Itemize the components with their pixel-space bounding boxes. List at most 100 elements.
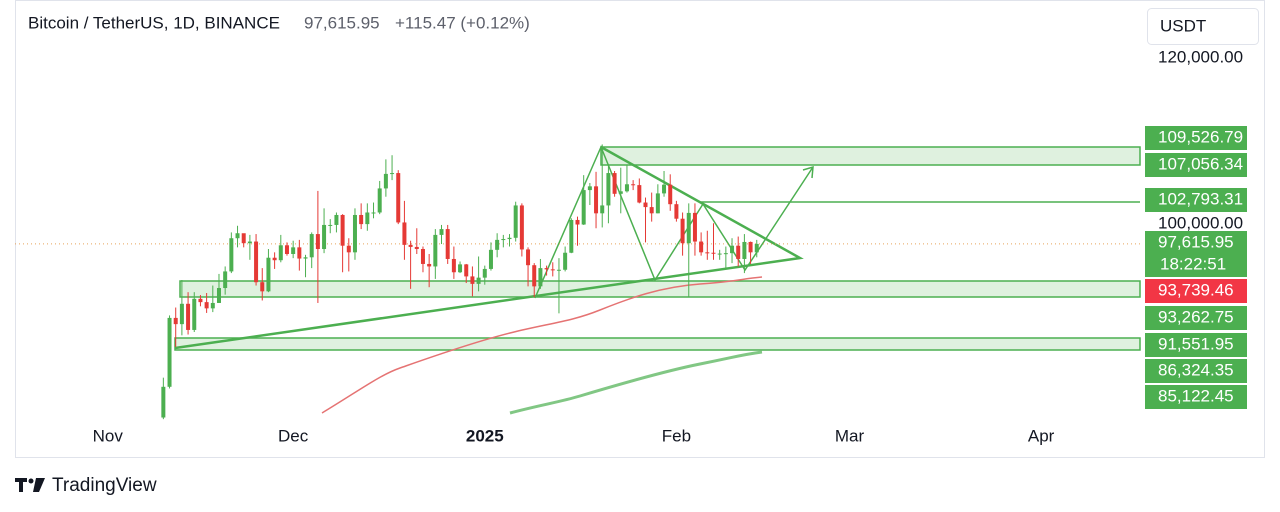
- candle-body: [161, 386, 166, 418]
- candle-body: [439, 229, 444, 235]
- candle-body: [198, 298, 203, 303]
- candle-body: [637, 185, 642, 203]
- candle-body: [266, 257, 271, 292]
- x-tick-label: Apr: [1028, 426, 1055, 445]
- price-label-box: [1145, 359, 1247, 383]
- candle-body: [748, 241, 753, 253]
- zone: [600, 146, 1141, 166]
- x-tick-label: Mar: [835, 426, 865, 445]
- candle-body: [427, 263, 432, 267]
- moving-average: [321, 276, 763, 414]
- candle-body: [575, 219, 580, 225]
- candle-body: [723, 253, 728, 255]
- candle-body: [730, 245, 735, 254]
- candle-body: [717, 253, 722, 255]
- candle-body: [278, 245, 283, 261]
- candle-body: [482, 268, 487, 278]
- candle-body: [204, 302, 209, 309]
- price-label: 86,324.35: [1158, 360, 1234, 379]
- candle-body: [464, 264, 469, 277]
- candle-body: [334, 214, 339, 225]
- candle-body: [495, 239, 500, 250]
- candle-body: [210, 302, 215, 309]
- zone: [179, 280, 1141, 298]
- price-label-box: [1145, 126, 1247, 150]
- candle-body: [451, 258, 456, 273]
- candle-body: [476, 277, 481, 284]
- candle-body: [550, 269, 555, 271]
- candle-body: [662, 184, 667, 194]
- candle-body: [445, 229, 450, 259]
- logo-shape: [19, 478, 23, 492]
- candle-body: [229, 238, 234, 272]
- candle-body: [631, 184, 636, 186]
- candle-body: [705, 252, 710, 254]
- candle-body: [192, 298, 197, 330]
- zone: [174, 337, 1141, 351]
- candle-body: [390, 173, 395, 175]
- candle-body: [686, 212, 691, 244]
- candle-body: [371, 212, 376, 214]
- x-tick-label: Feb: [662, 426, 691, 445]
- candle-body: [352, 214, 357, 253]
- price-label: 91,551.95: [1158, 334, 1234, 353]
- currency[interactable]: USDT: [1160, 16, 1206, 35]
- zigzag: [534, 145, 814, 299]
- candle-body: [396, 173, 401, 223]
- price-label: 102,793.31: [1158, 189, 1243, 208]
- candle-body: [272, 257, 277, 261]
- brand: TradingView: [52, 475, 157, 496]
- candle-body: [600, 205, 605, 214]
- candles: [15, 144, 1140, 420]
- candle-body: [680, 218, 685, 244]
- candle-body: [346, 245, 351, 253]
- countdown: 18:22:51: [1160, 254, 1226, 273]
- candle-body: [223, 271, 228, 289]
- candle-body: [167, 317, 172, 387]
- price-label-box: [1145, 231, 1247, 277]
- candle-body: [303, 257, 308, 259]
- candle-body: [488, 249, 493, 269]
- candle-body: [309, 234, 314, 258]
- candle-body: [624, 184, 629, 192]
- price-label: 93,739.46: [1158, 280, 1234, 299]
- price-label: 85,122.45: [1158, 386, 1234, 405]
- triangle: [174, 145, 804, 350]
- candle-body: [377, 188, 382, 213]
- chart-frame: [15, 0, 1265, 458]
- candle-body: [216, 288, 221, 303]
- candle-body: [173, 317, 178, 325]
- candle-body: [340, 214, 345, 246]
- candle-body: [328, 224, 333, 226]
- moving-average: [509, 350, 763, 415]
- candle-body: [501, 239, 506, 241]
- candle-body: [643, 202, 648, 208]
- symbol: Bitcoin / TetherUS, 1D, BINANCE: [28, 13, 280, 32]
- price-label: 107,056.34: [1158, 154, 1243, 173]
- candle-body: [556, 269, 561, 271]
- y-tick-label: 120,000.00: [1158, 48, 1243, 67]
- candle-body: [594, 186, 599, 214]
- candle-body: [235, 233, 240, 239]
- candle-body: [513, 205, 518, 238]
- candle-body: [315, 234, 320, 250]
- candle-body: [402, 222, 407, 245]
- currency-box[interactable]: [1147, 8, 1259, 45]
- candle-body: [711, 252, 716, 254]
- candle-body: [618, 191, 623, 194]
- price-label-box: [1145, 333, 1247, 357]
- x-tick-label: Nov: [93, 426, 124, 445]
- candle-body: [754, 243, 759, 253]
- price-label-box: [1145, 153, 1247, 177]
- candle-body: [284, 245, 289, 254]
- candle-body: [179, 303, 184, 325]
- candle-body: [519, 205, 524, 250]
- candle-body: [569, 219, 574, 253]
- candle-body: [699, 241, 704, 253]
- candle-body: [563, 252, 568, 270]
- candle-body: [544, 268, 549, 270]
- candle-body: [247, 241, 252, 244]
- candle-body: [241, 233, 246, 244]
